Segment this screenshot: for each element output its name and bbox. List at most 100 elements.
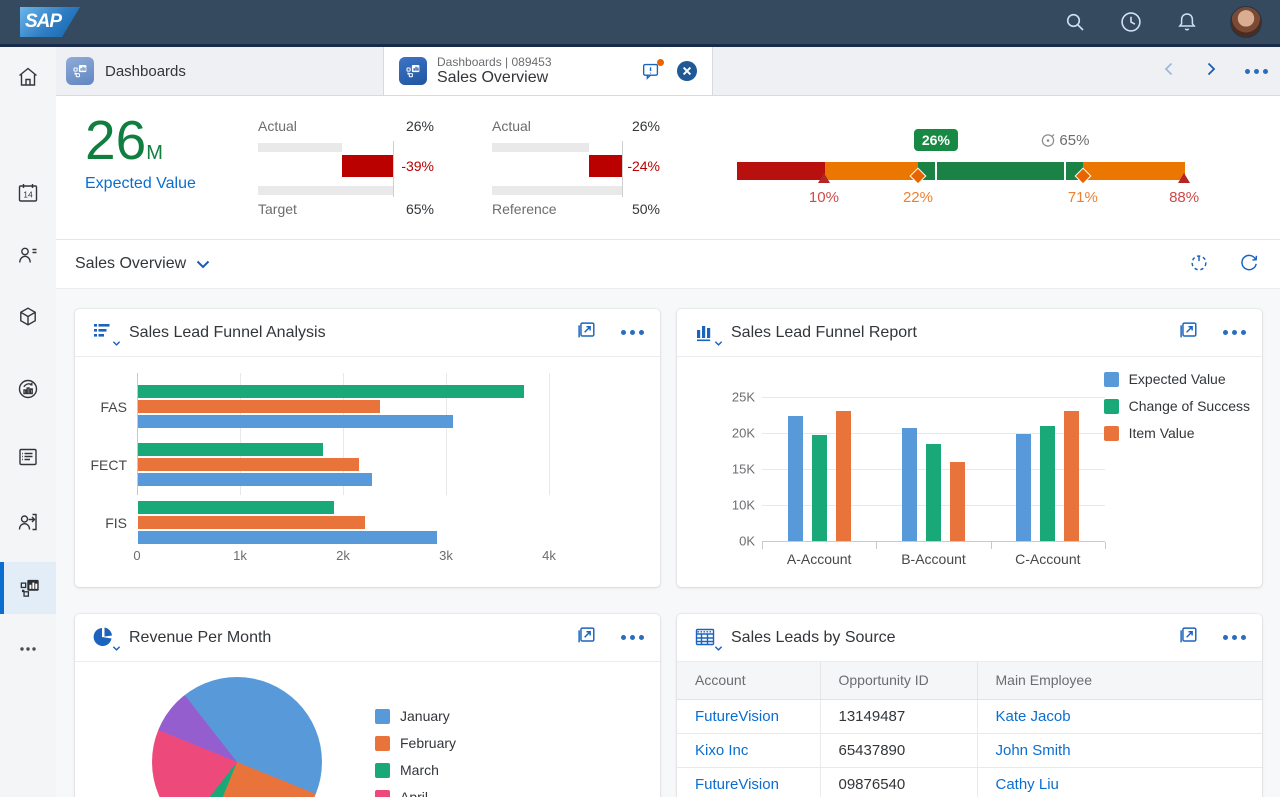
column-header[interactable]: Main Employee xyxy=(977,662,1262,700)
column-header[interactable]: Opportunity ID xyxy=(820,662,978,700)
sidebar-item-customer-entry[interactable] xyxy=(0,502,56,542)
account-cell[interactable]: Kixo Inc xyxy=(677,733,821,768)
legend-item[interactable]: March xyxy=(375,762,456,778)
interval-marker-label: 22% xyxy=(902,189,933,206)
open-in-window-icon[interactable] xyxy=(575,624,597,651)
y-tick-label: 20K xyxy=(731,425,755,441)
bar-expected-value[interactable] xyxy=(138,415,454,428)
avatar[interactable] xyxy=(1230,6,1262,38)
gridline xyxy=(762,397,1105,398)
account-cell[interactable]: FutureVision xyxy=(677,699,821,734)
bar-item-value[interactable] xyxy=(1064,411,1080,541)
history-icon[interactable] xyxy=(1118,9,1144,35)
table-row: Kixo Inc 65437890 John Smith xyxy=(677,733,1262,768)
dashboards-tile-icon xyxy=(399,57,427,85)
notifications-icon[interactable] xyxy=(1174,9,1200,35)
bar-expected-value[interactable] xyxy=(1016,434,1032,541)
close-icon[interactable] xyxy=(674,58,700,84)
card-overflow-icon[interactable] xyxy=(1223,635,1246,640)
sidebar-item-notes[interactable] xyxy=(0,437,56,477)
micro2-top-value: 26% xyxy=(631,118,660,134)
opportunity-id-cell: 09876540 xyxy=(820,767,978,797)
sidebar-item-products[interactable] xyxy=(0,297,56,337)
legend-item[interactable]: Expected Value xyxy=(1103,371,1250,387)
chevron-left-icon[interactable] xyxy=(1161,61,1177,82)
kpi-expected-value: 26M Expected Value xyxy=(85,110,196,193)
legend-item[interactable]: February xyxy=(375,735,456,751)
sidebar-item-calendar[interactable]: 14 xyxy=(0,173,56,213)
interval-marker-label: 88% xyxy=(1169,189,1200,206)
legend-item[interactable]: Change of Success xyxy=(1103,398,1250,414)
bar-expected-value[interactable] xyxy=(787,416,803,541)
bar-expected-value[interactable] xyxy=(902,427,917,541)
x-tick-label: 1k xyxy=(233,548,247,563)
sales-leads-table: Account Opportunity ID Main Employee Future… xyxy=(677,662,1262,797)
column-header[interactable]: Account xyxy=(677,662,821,700)
kpi-label[interactable]: Expected Value xyxy=(85,175,196,192)
gridline xyxy=(549,373,550,495)
card-title: Sales Leads by Source xyxy=(731,628,896,646)
open-in-window-icon[interactable] xyxy=(1177,319,1199,346)
bar-change-of-success[interactable] xyxy=(138,385,525,398)
bar-item-value[interactable] xyxy=(138,458,360,471)
bar-change-of-success[interactable] xyxy=(811,435,827,541)
sidebar-item-performance[interactable] xyxy=(0,369,56,409)
open-in-window-icon[interactable] xyxy=(575,319,597,346)
account-cell[interactable]: FutureVision xyxy=(677,767,821,797)
main-employee-cell[interactable]: John Smith xyxy=(977,733,1262,768)
vertical-bar-chart-icon xyxy=(693,320,723,346)
target-line xyxy=(1063,154,1066,180)
bar-change-of-success[interactable] xyxy=(138,501,334,514)
micro1-delta-bar xyxy=(342,155,393,177)
legend-item[interactable]: April xyxy=(375,789,456,797)
tab-sales-overview[interactable]: Dashboards | 089453 Sales Overview xyxy=(383,47,713,95)
main-employee-cell[interactable]: Kate Jacob xyxy=(977,699,1262,734)
gridline xyxy=(762,433,1105,434)
bar-item-value[interactable] xyxy=(950,461,965,541)
micro1-endline xyxy=(392,141,394,197)
card-title: Revenue Per Month xyxy=(129,628,272,646)
sidebar-item-more[interactable] xyxy=(0,629,56,669)
tab-breadcrumb: Dashboards | 089453 xyxy=(437,55,552,69)
funnel-report-chart: 25K 20K 15K 10K 0K A-Account B-Account C-Accoun… xyxy=(677,357,1262,587)
card-revenue-per-month: Revenue Per Month January February March Ap… xyxy=(75,614,660,797)
interval-segment xyxy=(737,162,825,180)
search-icon[interactable] xyxy=(1062,9,1088,35)
bar-item-value[interactable] xyxy=(138,400,381,413)
card-overflow-icon[interactable] xyxy=(1223,330,1246,335)
bar-expected-value[interactable] xyxy=(138,531,437,544)
bar-expected-value[interactable] xyxy=(138,473,372,486)
sidebar-item-contacts[interactable] xyxy=(0,235,56,275)
legend-label: Item Value xyxy=(1128,425,1195,441)
chevron-down-icon xyxy=(112,645,121,651)
legend-item[interactable]: Item Value xyxy=(1103,425,1250,441)
bar-item-value[interactable] xyxy=(835,411,851,541)
card-funnel-report: Sales Lead Funnel Report 25K 20K 15K 10K 0K A… xyxy=(677,309,1262,587)
pie xyxy=(152,677,322,797)
card-title: Sales Lead Funnel Analysis xyxy=(129,323,326,341)
refresh-icon[interactable] xyxy=(1238,251,1260,278)
sidebar-item-home[interactable] xyxy=(0,57,56,97)
chart-legend: January February March April xyxy=(375,708,456,797)
tab-overflow-icon[interactable] xyxy=(1245,69,1268,74)
card-overflow-icon[interactable] xyxy=(621,635,644,640)
legend-label: February xyxy=(400,735,457,751)
sidebar-item-dashboards[interactable] xyxy=(0,562,56,614)
chevron-right-icon[interactable] xyxy=(1203,61,1219,82)
bar-change-of-success[interactable] xyxy=(1040,425,1056,541)
bar-change-of-success[interactable] xyxy=(138,443,324,456)
chevron-down-icon xyxy=(196,260,210,269)
tab-dashboards[interactable]: Dashboards xyxy=(56,47,383,95)
open-in-window-icon[interactable] xyxy=(1177,624,1199,651)
bar-item-value[interactable] xyxy=(138,516,365,529)
main-employee-cell[interactable]: Cathy Liu xyxy=(977,767,1262,797)
legend-item[interactable]: January xyxy=(375,708,456,724)
feedback-icon[interactable] xyxy=(638,58,664,84)
page-title-selector[interactable]: Sales Overview xyxy=(75,255,211,273)
y-tick-label: 10K xyxy=(731,497,755,513)
bar-change-of-success[interactable] xyxy=(926,443,941,541)
sidebar-expand-button[interactable] xyxy=(0,792,56,800)
card-overflow-icon[interactable] xyxy=(621,330,644,335)
pending-refresh-icon[interactable] xyxy=(1188,251,1210,278)
micro2-endline xyxy=(622,141,624,197)
